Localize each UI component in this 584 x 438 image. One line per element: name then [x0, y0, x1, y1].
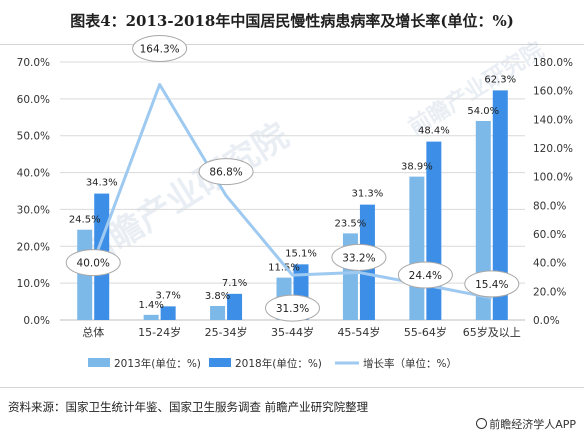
bar-2018-data-label: 62.3% — [484, 74, 516, 85]
bar-2013-data-label: 38.9% — [401, 162, 433, 173]
x-tick-label: 25-34岁 — [205, 325, 248, 339]
x-tick-label: 55-64岁 — [404, 325, 447, 339]
growth-rate-bubble — [464, 270, 520, 298]
y-right-tick-label: 20.0% — [533, 286, 566, 298]
y-left-tick-label: 10.0% — [17, 278, 50, 290]
bar-2018 — [492, 90, 508, 320]
growth-rate-bubble — [198, 158, 254, 186]
growth-rate-bubble — [331, 243, 387, 271]
legend-swatch — [209, 358, 231, 367]
bar-2018-data-label: 48.4% — [418, 126, 450, 137]
legend-label: 增长率（单位：%） — [363, 357, 457, 370]
y-right-tick-label: 40.0% — [533, 258, 566, 270]
y-right-tick-label: 60.0% — [533, 229, 566, 241]
y-left-tick-label: 50.0% — [17, 131, 50, 143]
y-left-tick-label: 40.0% — [17, 168, 50, 180]
bar-2013-data-label: 3.8% — [205, 291, 230, 302]
growth-rate-bubble — [65, 249, 121, 277]
bar-2013-data-label: 54.0% — [467, 106, 499, 117]
source-note: 资料来源：国家卫生统计年鉴、国家卫生服务调查 前瞻产业研究院整理 — [8, 400, 369, 414]
bar-2013 — [475, 120, 491, 320]
y-left-tick-label: 60.0% — [17, 94, 50, 106]
bar-2013 — [143, 314, 159, 320]
bar-2018-data-label: 3.7% — [155, 290, 180, 301]
bar-2013-data-label: 23.5% — [335, 218, 367, 229]
bar-2013-data-label: 11.5% — [268, 263, 300, 274]
y-left-tick-label: 20.0% — [17, 241, 50, 253]
legend-swatch — [88, 358, 110, 367]
x-tick-label: 45-54岁 — [337, 325, 380, 339]
y-right-tick-label: 100.0% — [533, 172, 573, 184]
bar-2018-data-label: 7.1% — [222, 278, 247, 289]
y-right-tick-label: 160.0% — [533, 86, 573, 98]
y-left-tick-label: 0.0% — [23, 315, 50, 327]
y-right-tick-label: 0.0% — [533, 315, 560, 327]
legend-label: 2013年(单位：%) — [114, 357, 201, 370]
growth-rate-bubble — [132, 35, 188, 63]
growth-rate-data-label: 24.4% — [409, 270, 442, 282]
growth-rate-data-label: 40.0% — [77, 258, 110, 270]
y-right-tick-label: 120.0% — [533, 143, 573, 155]
bar-2018-data-label: 15.1% — [285, 248, 317, 259]
bar-2013 — [210, 305, 226, 320]
growth-rate-data-label: 31.3% — [276, 303, 309, 315]
y-right-tick-label: 180.0% — [533, 57, 573, 69]
y-right-tick-label: 140.0% — [533, 114, 573, 126]
brand-label: 前瞻经济学人APP — [489, 418, 576, 431]
y-left-tick-label: 30.0% — [17, 204, 50, 216]
legend-label: 2018年(单位：%) — [235, 357, 322, 370]
bar-2018-data-label: 34.3% — [86, 178, 118, 189]
bar-2018 — [227, 293, 243, 320]
growth-rate-data-label: 15.4% — [475, 279, 508, 291]
growth-rate-data-label: 86.8% — [209, 167, 242, 179]
chart-title: 图表4：2013-2018年中国居民慢性病患病率及增长率(单位：%) — [70, 12, 514, 30]
bar-2018-data-label: 31.3% — [352, 189, 384, 200]
brand-footer: 前瞻经济学人APP — [476, 416, 576, 432]
bar-2013 — [409, 176, 425, 320]
brand-logo-icon — [476, 418, 488, 429]
chart-frame — [0, 44, 584, 388]
growth-rate-bubble — [397, 261, 453, 289]
x-tick-label: 15-24岁 — [138, 325, 181, 339]
bar-2018 — [160, 306, 176, 320]
y-right-tick-label: 80.0% — [533, 200, 566, 212]
bar-2013-data-label: 24.5% — [69, 215, 101, 226]
y-left-tick-label: 70.0% — [17, 57, 50, 69]
x-tick-label: 总体 — [82, 325, 104, 339]
bar-2013-data-label: 1.4% — [138, 300, 163, 311]
growth-rate-bubble — [265, 294, 320, 322]
growth-rate-data-label: 33.2% — [342, 252, 375, 264]
x-tick-label: 35-44岁 — [271, 325, 314, 339]
growth-rate-data-label: 164.3% — [140, 44, 180, 56]
x-tick-label: 65岁及以上 — [463, 325, 521, 339]
